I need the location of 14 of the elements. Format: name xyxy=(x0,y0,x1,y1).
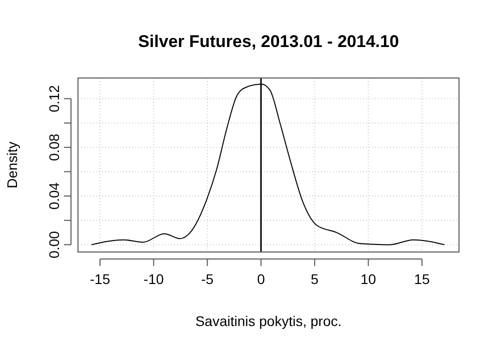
y-tick-label: 0.00 xyxy=(46,230,62,258)
x-tick-label: -15 xyxy=(90,271,110,287)
x-tick-label: -10 xyxy=(144,271,164,287)
y-axis-title: Density xyxy=(4,142,20,188)
x-tick-label: 15 xyxy=(414,271,430,287)
x-axis-title: Savaitinis pokytis, proc. xyxy=(195,313,342,329)
x-tick-label: 0 xyxy=(257,271,266,287)
chart-title: Silver Futures, 2013.01 - 2014.10 xyxy=(138,32,399,51)
y-tick-label: 0.04 xyxy=(46,182,62,210)
x-tick-label: 10 xyxy=(360,271,376,287)
y-tick-label: 0.08 xyxy=(46,134,62,161)
y-tick-label: 0.12 xyxy=(46,84,62,112)
x-tick-label: 5 xyxy=(310,271,319,287)
x-tick-label: -5 xyxy=(201,271,214,287)
